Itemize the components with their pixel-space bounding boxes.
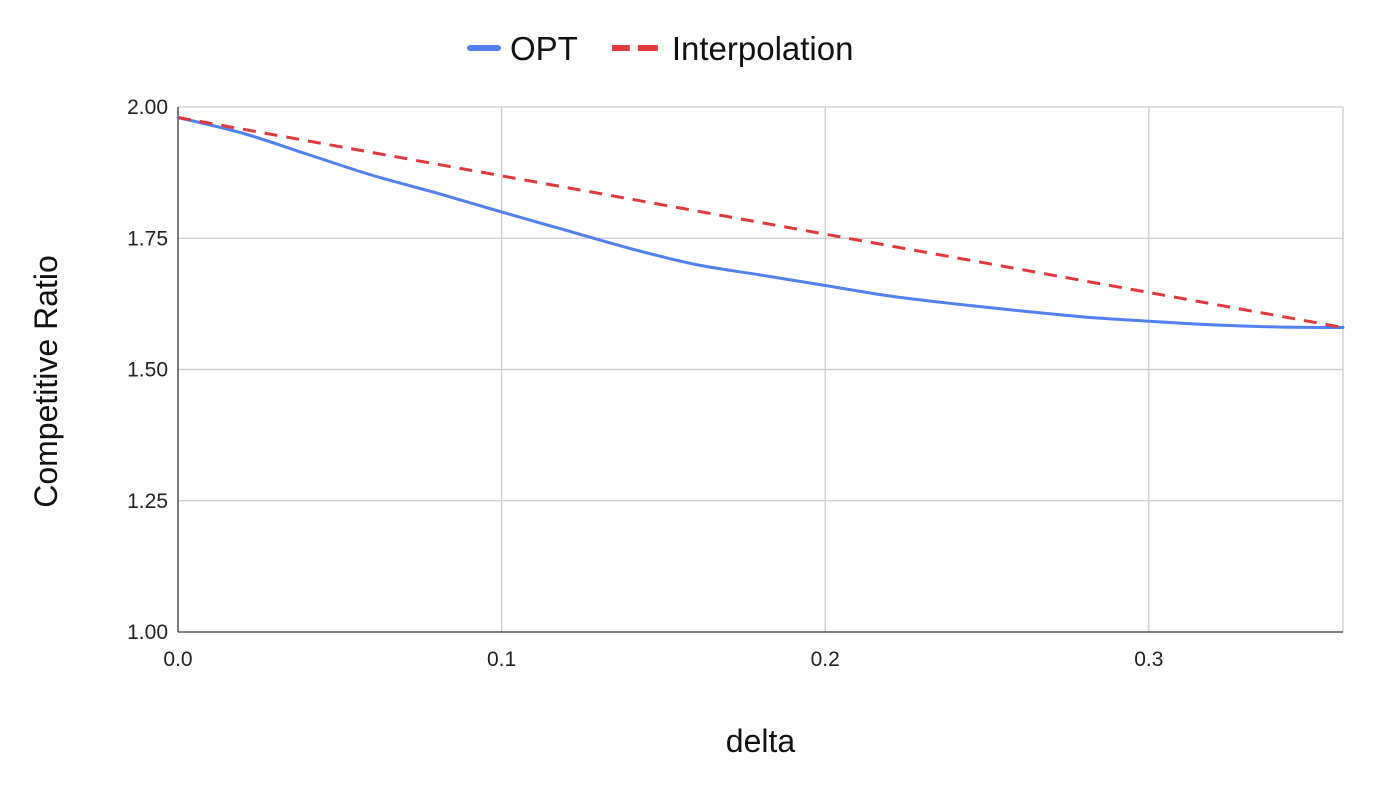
legend-item-interpolation: Interpolation <box>611 30 854 67</box>
legend: OPT Interpolation <box>467 30 854 67</box>
x-axis-title: delta <box>726 723 796 759</box>
x-tick-label: 0.1 <box>487 648 516 671</box>
y-tick-label: 1.75 <box>127 227 168 250</box>
x-tick-label: 0.3 <box>1134 648 1163 671</box>
legend-label: OPT <box>510 30 578 67</box>
y-tick-label: 1.25 <box>127 490 168 513</box>
x-tick-label: 0.2 <box>811 648 840 671</box>
y-tick-label: 1.50 <box>127 359 168 382</box>
grid-layer <box>178 106 1344 632</box>
series-line-opt <box>176 116 1345 329</box>
legend-item-opt: OPT <box>467 30 578 67</box>
tick-labels: 1.00 1.25 1.50 1.75 2.00 0.0 0.1 0.2 0.3 <box>127 96 1163 671</box>
axis-layer <box>177 107 1343 633</box>
y-axis-title: Competitive Ratio <box>28 255 64 508</box>
y-tick-label: 2.00 <box>127 96 168 119</box>
x-tick-label: 0.0 <box>163 648 192 671</box>
y-tick-label: 1.00 <box>127 621 168 644</box>
series-line-interpolation <box>177 116 1344 329</box>
series-layer <box>176 116 1345 329</box>
legend-label: Interpolation <box>672 30 854 67</box>
